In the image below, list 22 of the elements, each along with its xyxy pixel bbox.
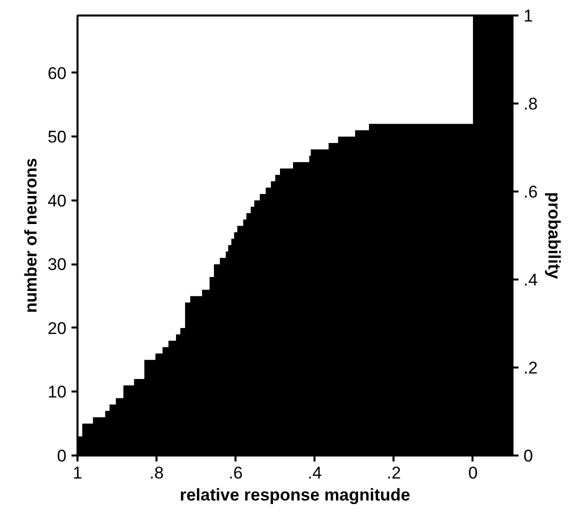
y2-tick-label: .2 <box>524 358 538 378</box>
x-tick-label: .6 <box>228 464 243 482</box>
y2-tick-label: .8 <box>524 94 538 114</box>
y-tick-label: 50 <box>48 128 67 147</box>
x-tick-label: .4 <box>308 464 322 482</box>
y-tick-label: 30 <box>48 255 67 274</box>
y-tick-label: 10 <box>48 382 67 402</box>
y-tick-label: 0 <box>57 446 67 466</box>
y-tick-label: 20 <box>48 318 67 338</box>
y2-tick-label: .4 <box>524 270 538 290</box>
x-tick-label: .2 <box>386 464 401 482</box>
y-tick-label: 60 <box>48 64 67 83</box>
y2-tick-label: .6 <box>524 182 538 202</box>
y-axis-title: number of neurons <box>22 158 41 313</box>
x-tick-label: .8 <box>150 464 164 482</box>
y2-tick-label: 1 <box>524 6 533 26</box>
y-tick-label: 40 <box>48 191 67 210</box>
y2-axis-title: probability <box>544 192 564 280</box>
x-tick-label: 1 <box>72 464 82 482</box>
y2-tick-label: 0 <box>524 446 533 466</box>
x-tick-label: 0 <box>468 464 478 482</box>
x-axis-title: relative response magnitude <box>180 486 410 504</box>
